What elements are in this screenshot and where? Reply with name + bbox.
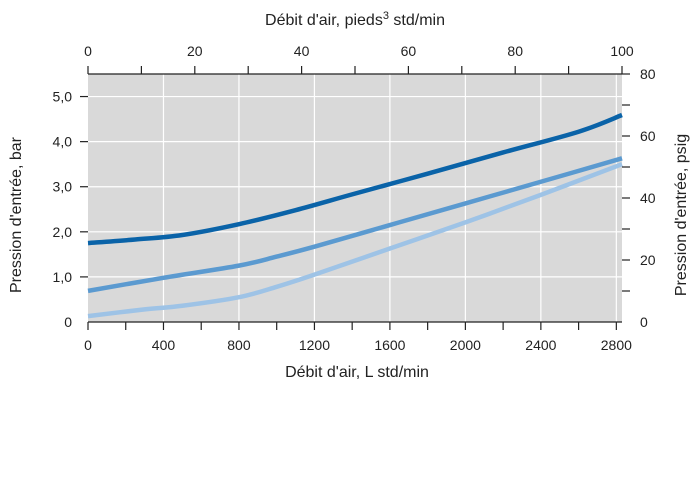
bottom-tick-label: 400 <box>152 337 176 353</box>
right-tick-label: 80 <box>640 66 656 82</box>
bottom-tick-label: 2800 <box>601 337 632 353</box>
series-line-3 <box>87 162 623 319</box>
left-tick-label: 3,0 <box>53 179 73 195</box>
left-tick-label: 4,0 <box>53 134 73 150</box>
left-tick-label: 0 <box>64 314 72 330</box>
series-lines <box>87 112 623 319</box>
top-tick-label: 60 <box>401 43 417 59</box>
series-line-1 <box>87 112 623 246</box>
top-tick-label: 100 <box>610 43 634 59</box>
bottom-tick-label: 1600 <box>374 337 405 353</box>
top-tick-label: 20 <box>187 43 203 59</box>
top-tick-label: 40 <box>294 43 310 59</box>
right-tick-label: 60 <box>640 128 656 144</box>
top-axis-title: Débit d'air, pieds3 std/min <box>265 10 445 29</box>
left-tick-label: 1,0 <box>53 269 73 285</box>
grid-lines <box>88 74 622 322</box>
plot-background <box>88 74 622 322</box>
left-tick-label: 5,0 <box>53 89 73 105</box>
bottom-tick-label: 2400 <box>525 337 556 353</box>
bottom-axis-title: Débit d'air, L std/min <box>285 364 429 381</box>
right-tick-label: 40 <box>640 190 656 206</box>
right-tick-label: 0 <box>640 314 648 330</box>
top-tick-label: 0 <box>84 43 92 59</box>
left-tick-label: 2,0 <box>53 224 73 240</box>
left-axis-title: Pression d'entrée, bar <box>8 136 25 293</box>
bottom-tick-label: 2000 <box>450 337 481 353</box>
bottom-tick-label: 0 <box>84 337 92 353</box>
bottom-tick-label: 1200 <box>299 337 330 353</box>
series-line-2 <box>87 156 623 294</box>
right-axis-title: Pression d'entrée, psig <box>673 134 690 296</box>
right-tick-label: 20 <box>640 252 656 268</box>
bottom-tick-label: 800 <box>227 337 251 353</box>
top-tick-label: 80 <box>507 43 523 59</box>
